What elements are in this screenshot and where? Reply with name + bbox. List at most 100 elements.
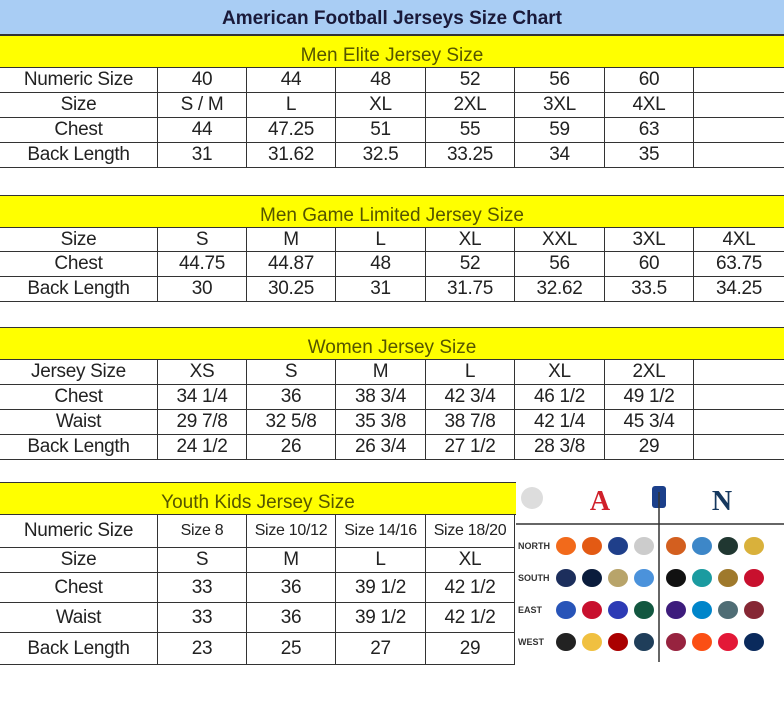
table-cell: 60 — [605, 252, 694, 276]
star-icon — [521, 487, 543, 509]
row-label: Chest — [0, 385, 158, 409]
team-logo-icon — [556, 569, 576, 587]
table-row: Chest 44.75 44.87 48 52 56 60 63.75 — [0, 252, 784, 277]
team-logo-icon — [582, 537, 602, 555]
table-cell: 46 1/2 — [515, 385, 605, 409]
team-logo-icon — [692, 601, 712, 619]
size-table: Numeric Size Size 8 Size 10/12 Size 14/16 Si… — [0, 515, 515, 665]
table-row: Size S / M L XL 2XL 3XL 4XL — [0, 93, 784, 118]
table-cell: 39 1/2 — [336, 603, 426, 632]
table-cell — [694, 385, 784, 409]
table-cell: 26 3/4 — [336, 435, 426, 459]
row-label: Waist — [0, 410, 158, 434]
table-cell: 4XL — [722, 228, 756, 250]
team-logo-icon — [634, 633, 654, 651]
team-logo-icon — [744, 569, 764, 587]
table-cell: 42 1/2 — [426, 573, 515, 602]
team-logo-icon — [744, 537, 764, 555]
table-cell: 60 — [605, 68, 694, 92]
team-logo-icon — [556, 601, 576, 619]
table-cell: 35 — [605, 143, 694, 167]
table-cell: 3XL — [515, 93, 605, 117]
table-row: Size S M L XL XXL 3XL 4XL — [0, 228, 784, 252]
row-label: Back Length — [0, 633, 158, 664]
table-cell: 56 — [515, 252, 605, 276]
row-label: Jersey Size — [0, 360, 158, 384]
table-cell: 2XL — [426, 93, 515, 117]
table-cell: 29 7/8 — [158, 410, 247, 434]
nfc-logo: N — [712, 486, 732, 517]
table-cell: 4XL — [605, 93, 694, 117]
team-logo-icon — [556, 537, 576, 555]
table-cell: M — [247, 228, 336, 251]
table-cell: 38 7/8 — [426, 410, 515, 434]
table-row: Back Length 23 25 27 29 — [0, 633, 515, 665]
table-cell: 32 5/8 — [247, 410, 336, 434]
table-cell: Size 18/20 — [426, 515, 515, 547]
team-logo-icon — [634, 569, 654, 587]
table-cell — [694, 118, 784, 142]
table-cell: 39 1/2 — [336, 573, 426, 602]
table-cell: 33 — [158, 573, 247, 602]
team-logo-icon — [556, 633, 576, 651]
team-logo-icon — [666, 633, 686, 651]
section-heading: Men Elite Jersey Size — [0, 35, 784, 68]
team-logo-icon — [744, 601, 764, 619]
table-cell — [694, 93, 784, 117]
table-cell: 36 — [247, 573, 336, 602]
table-cell: 29 — [605, 435, 694, 459]
table-row: Back Length 30 30.25 31 31.75 32.62 33.5 34.25 — [0, 277, 784, 302]
row-label: Size — [0, 548, 158, 572]
section-heading: Men Game Limited Jersey Size — [0, 195, 784, 228]
table-cell: 48 — [336, 68, 426, 92]
table-cell: S / M — [158, 93, 247, 117]
table-cell: 42 3/4 — [426, 385, 515, 409]
chart-title: American Football Jerseys Size Chart — [0, 0, 784, 35]
row-label: Numeric Size — [0, 68, 158, 92]
team-logo-icon — [582, 569, 602, 587]
table-row: Chest 44 47.25 51 55 59 63 — [0, 118, 784, 143]
table-row: Chest 34 1/4 36 38 3/4 42 3/4 46 1/2 49 1/2 — [0, 385, 784, 410]
table-row: Back Length 31 31.62 32.5 33.25 34 35 — [0, 143, 784, 168]
table-cell: 33 — [158, 603, 247, 632]
table-cell: 40 — [158, 68, 247, 92]
table-cell: 33.5 — [605, 277, 694, 301]
table-cell: Size 10/12 — [247, 515, 336, 547]
table-cell: 34 — [515, 143, 605, 167]
table-cell: Size 14/16 — [336, 515, 426, 547]
table-cell — [694, 410, 784, 434]
table-cell: 44 — [158, 118, 247, 142]
team-logo-icon — [718, 633, 738, 651]
team-logo-icon — [718, 537, 738, 555]
table-cell: XXL — [515, 228, 605, 251]
team-logo-icon — [718, 601, 738, 619]
table-cell: 63.75 — [715, 253, 763, 274]
division-label: WEST — [518, 637, 544, 647]
table-cell: 34 1/4 — [158, 385, 247, 409]
table-cell: 38 3/4 — [336, 385, 426, 409]
table-cell — [694, 143, 784, 167]
table-cell: XL — [426, 548, 515, 572]
table-cell: 52 — [426, 252, 515, 276]
table-cell: 31 — [158, 143, 247, 167]
table-cell: 2XL — [605, 360, 694, 384]
table-cell: 25 — [247, 633, 336, 664]
nfl-logos-panel: A N NORTH SOUTH EAST WEST — [516, 482, 784, 662]
row-label: Back Length — [0, 277, 158, 301]
division-label: EAST — [518, 605, 543, 615]
table-cell: S — [247, 360, 336, 384]
team-logo-icon — [608, 569, 628, 587]
team-logo-icon — [608, 633, 628, 651]
team-logo-icon — [666, 569, 686, 587]
section-heading: Youth Kids Jersey Size — [0, 482, 516, 515]
table-cell: L — [247, 93, 336, 117]
team-logo-icon — [692, 569, 712, 587]
table-cell — [694, 68, 784, 92]
table-cell: 30 — [158, 277, 247, 301]
table-cell: 27 1/2 — [426, 435, 515, 459]
team-logo-icon — [634, 537, 654, 555]
row-label: Chest — [0, 252, 158, 276]
team-logo-icon — [634, 601, 654, 619]
table-cell: XL — [336, 93, 426, 117]
table-cell: 30.25 — [247, 277, 336, 301]
